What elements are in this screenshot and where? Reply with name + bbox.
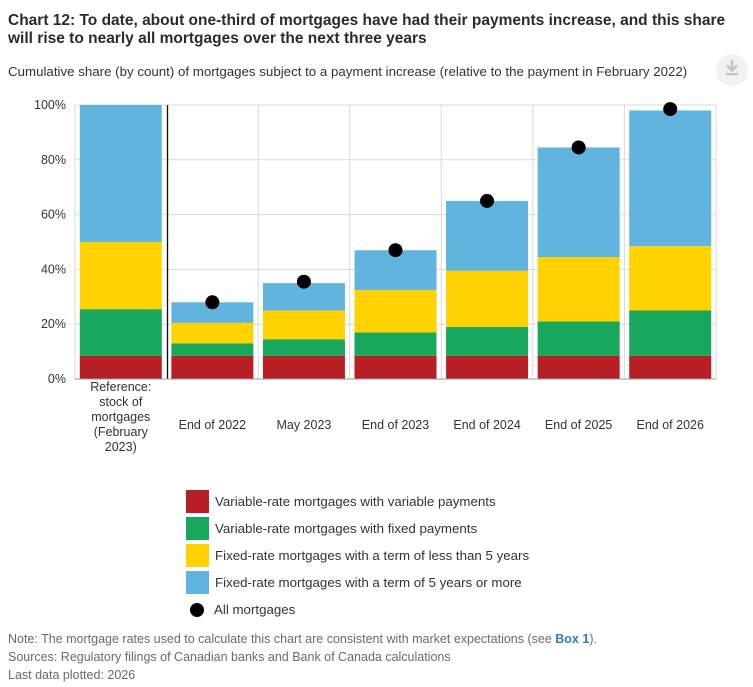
- x-tick-label: End of 2023: [362, 418, 429, 432]
- bar-segment-1: [537, 355, 620, 379]
- legend-item-variable-variable[interactable]: Variable-rate mortgages with variable pa…: [186, 488, 529, 515]
- legend-swatch: [186, 517, 209, 540]
- bar-segment-2: [354, 332, 437, 356]
- legend-label: Fixed-rate mortgages with a term of 5 ye…: [215, 575, 522, 590]
- download-button[interactable]: [716, 54, 748, 86]
- sources-line: Sources: Regulatory filings of Canadian …: [8, 650, 451, 664]
- all-mortgages-dot: [296, 274, 311, 289]
- note-line: Note: The mortgage rates used to calcula…: [8, 630, 597, 648]
- legend-item-fixed-long[interactable]: Fixed-rate mortgages with a term of 5 ye…: [186, 569, 529, 596]
- chart-subtitle: Cumulative share (by count) of mortgages…: [8, 64, 688, 79]
- bar-segment-4: [171, 302, 254, 323]
- legend-label: Fixed-rate mortgages with a term of less…: [215, 548, 530, 563]
- x-tick-label: Reference: stock of mortgages (February 2023…: [90, 380, 151, 454]
- y-tick-label: 40%: [41, 262, 66, 276]
- bar-segment-4: [537, 147, 620, 258]
- bar-segment-3: [629, 246, 712, 311]
- all-mortgages-dot: [388, 243, 403, 258]
- x-tick-label: End of 2024: [453, 418, 520, 432]
- bar-segment-4: [446, 200, 529, 271]
- bar-segment-3: [79, 242, 162, 310]
- x-tick-label: End of 2022: [179, 418, 246, 432]
- legend-swatch: [186, 544, 209, 567]
- chart-legend: Variable-rate mortgages with variable pa…: [186, 488, 529, 623]
- bar-segment-4: [79, 105, 162, 242]
- legend-item-variable-fixed[interactable]: Variable-rate mortgages with fixed payme…: [186, 515, 529, 542]
- stacked-bar-chart: 0% 20% 40% 60% 80% 100% Reference: stock of mort…: [34, 98, 717, 454]
- bar-segment-3: [171, 322, 254, 344]
- y-tick-label: 60%: [41, 208, 66, 222]
- download-icon: [723, 59, 741, 82]
- x-tick-label: End of 2025: [545, 418, 612, 432]
- chart-title: Chart 12: To date, about one-third of mo…: [8, 12, 726, 47]
- x-tick-label: May 2023: [276, 418, 331, 432]
- legend-label: Variable-rate mortgages with variable pa…: [215, 494, 496, 509]
- y-tick-label: 0%: [48, 372, 66, 386]
- bar-segment-3: [354, 289, 437, 333]
- all-mortgages-dot: [663, 102, 678, 117]
- bar-segment-2: [446, 326, 529, 356]
- legend-dot: [190, 602, 204, 617]
- bar-segment-1: [171, 355, 254, 379]
- all-mortgages-dot: [480, 193, 495, 208]
- legend-swatch: [186, 571, 209, 594]
- bar-segment-2: [537, 321, 620, 356]
- bar-segment-1: [629, 355, 712, 379]
- bar-segment-2: [171, 343, 254, 356]
- x-tick-label: End of 2026: [637, 418, 704, 432]
- note-text-end: ).: [589, 632, 597, 646]
- legend-label: All mortgages: [214, 602, 296, 617]
- last-data-line: Last data plotted: 2026: [8, 668, 136, 682]
- legend-label: Variable-rate mortgages with fixed payme…: [215, 521, 478, 536]
- chart-notes: Note: The mortgage rates used to calcula…: [8, 630, 597, 684]
- bar-segment-1: [354, 355, 437, 379]
- bar-segment-1: [79, 355, 162, 379]
- bar-segment-1: [262, 355, 345, 379]
- all-mortgages-dot: [205, 295, 220, 310]
- bar-segment-4: [629, 110, 712, 247]
- note-text: Note: The mortgage rates used to calcula…: [8, 632, 556, 646]
- bar-segment-3: [537, 257, 620, 322]
- bar-segment-2: [262, 339, 345, 356]
- y-tick-label: 20%: [41, 317, 66, 331]
- legend-item-all-mortgages[interactable]: All mortgages: [186, 596, 529, 623]
- box-1-link[interactable]: Box 1: [555, 632, 590, 646]
- bar-segment-2: [79, 309, 162, 356]
- bar-segment-1: [446, 355, 529, 379]
- legend-item-fixed-short[interactable]: Fixed-rate mortgages with a term of less…: [186, 542, 529, 569]
- y-tick-label: 100%: [34, 98, 66, 112]
- bar-segment-2: [629, 310, 712, 356]
- y-tick-label: 80%: [41, 153, 66, 167]
- bar-segment-3: [262, 310, 345, 340]
- legend-swatch: [186, 490, 209, 513]
- bar-segment-3: [446, 270, 529, 327]
- all-mortgages-dot: [571, 140, 586, 155]
